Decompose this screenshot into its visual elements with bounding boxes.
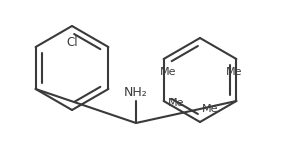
Text: Me: Me [226, 67, 243, 77]
Text: Cl: Cl [66, 36, 78, 49]
Text: NH₂: NH₂ [124, 86, 148, 99]
Text: Me: Me [159, 67, 176, 77]
Text: Me: Me [202, 104, 218, 114]
Text: Me: Me [168, 98, 184, 108]
